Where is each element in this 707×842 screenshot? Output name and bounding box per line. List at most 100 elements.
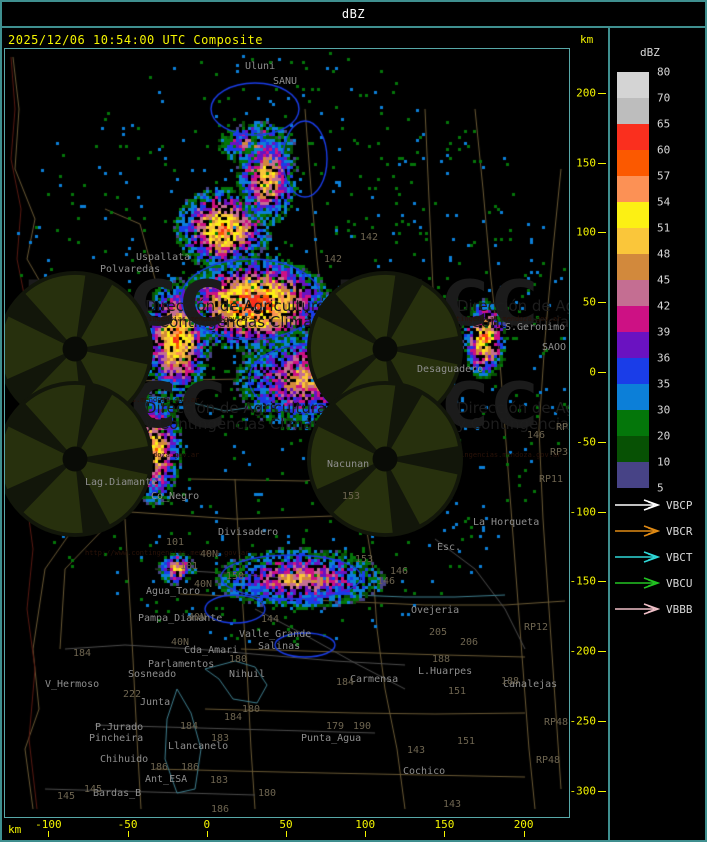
map-route-label: RP12 xyxy=(524,622,549,633)
map-route-label: RP48 xyxy=(544,717,569,728)
map-route-label: 186 xyxy=(150,762,169,773)
colorbar-swatch[interactable] xyxy=(617,124,649,150)
arrow-icon xyxy=(615,603,660,615)
timestamp-label: 2025/12/06 10:54:00 UTC Composite xyxy=(8,33,263,47)
y-axis: 200 150 100 50 0 -50 -100 -150 -200 -250 -300 xyxy=(569,48,606,818)
y-tick xyxy=(598,92,606,94)
colorbar-value-label: 36 xyxy=(657,351,671,365)
watermark-text: http://www.contingencias.mendoza.gov.ar xyxy=(397,451,562,459)
bottom-border xyxy=(0,840,707,842)
title-divider xyxy=(0,26,707,28)
map-route-label: 40N xyxy=(188,612,207,623)
y-tick xyxy=(598,651,606,653)
dacc-logo-watermark xyxy=(307,381,463,537)
map-route-label: 184 xyxy=(73,648,92,659)
y-tick xyxy=(598,162,606,164)
x-tick xyxy=(127,831,129,837)
map-route-label: 101 xyxy=(166,537,185,548)
colorbar-swatch[interactable] xyxy=(617,306,649,332)
map-place-label: Uluni xyxy=(245,61,276,72)
colorbar-swatch[interactable] xyxy=(617,72,649,98)
arrow-legend-label: VBBB xyxy=(666,602,693,616)
colorbar-swatch[interactable] xyxy=(617,332,649,358)
colorbar-value-label: 65 xyxy=(657,117,671,131)
colorbar-swatch[interactable] xyxy=(617,462,649,488)
map-route-label: 143 xyxy=(443,799,462,810)
x-tick-label: 0 xyxy=(203,818,211,831)
right-border xyxy=(705,0,707,842)
x-tick xyxy=(206,831,208,837)
colorbar-swatch[interactable] xyxy=(617,176,649,202)
map-route-label: 101 xyxy=(180,561,199,572)
map-route-label: 146 xyxy=(377,576,396,587)
colorbar-value-label: 54 xyxy=(657,195,671,209)
top-border xyxy=(0,0,707,2)
map-route-label: 180 xyxy=(229,654,248,665)
colorbar-value-label: 39 xyxy=(657,325,671,339)
map-place-label: Agua_Toro xyxy=(146,586,201,597)
map-route-label: RP11 xyxy=(539,474,564,485)
colorbar-swatch[interactable] xyxy=(617,384,649,410)
watermark-text: y Contingencias Climáticas xyxy=(457,313,570,331)
colorbar-swatch[interactable] xyxy=(617,202,649,228)
map-route-label: 40N xyxy=(194,579,213,590)
map-place-label: Esc. xyxy=(437,542,462,553)
map-route-label: 151 xyxy=(448,686,467,697)
map-route-label: 40N xyxy=(171,637,190,648)
colorbar-swatch[interactable] xyxy=(617,150,649,176)
y-tick-label: 150 xyxy=(576,156,596,169)
colorbar-swatch[interactable] xyxy=(617,280,649,306)
x-tick-label: 100 xyxy=(355,818,376,831)
map-route-label: 150 xyxy=(226,571,245,582)
x-tick-label: 50 xyxy=(279,818,293,831)
map-route-label: 188 xyxy=(501,676,520,687)
map-place-label: Pampa_Diamante xyxy=(138,613,223,624)
arrow-legend-label: VBCU xyxy=(666,576,693,590)
left-border xyxy=(0,0,2,842)
map-route-label: RP3 xyxy=(550,447,569,458)
map-route-label: 142 xyxy=(324,254,343,265)
map-place-label: Chihuido xyxy=(100,754,149,765)
colorbar-value-label: 5 xyxy=(657,481,664,495)
map-place-label: L.Huarpes xyxy=(418,666,473,677)
map-place-label: Nihuil xyxy=(229,669,266,680)
map-place-label: Sosneado xyxy=(128,669,177,680)
radar-map[interactable]: DACCDACCDACCDACCDirección de Agricultura… xyxy=(4,48,570,818)
colorbar-swatch[interactable] xyxy=(617,254,649,280)
x-tick xyxy=(286,831,287,837)
colorbar-swatch[interactable] xyxy=(617,98,649,124)
map-place-label: V_Hermoso xyxy=(45,679,100,690)
colorbar-value-label: 70 xyxy=(657,91,671,105)
y-tick-label: -250 xyxy=(569,714,597,728)
arrow-icon xyxy=(615,577,660,589)
y-tick-label: -200 xyxy=(569,644,597,658)
map-place-label: Nacunan xyxy=(327,459,370,470)
colorbar-value-label: 20 xyxy=(657,429,671,443)
y-tick xyxy=(598,721,606,723)
map-route-label: 205 xyxy=(429,627,448,638)
map-route-label: 180 xyxy=(258,788,277,799)
map-route-label: 183 xyxy=(210,775,229,786)
colorbar-swatch[interactable] xyxy=(617,228,649,254)
map-route-label: 145 xyxy=(57,791,76,802)
arrow-legend: VBCP VBCR VBCT VBCU VBBB xyxy=(614,492,706,622)
colorbar-value-label: 57 xyxy=(657,169,671,183)
map-route-label: 184 xyxy=(224,712,243,723)
map-place-label: SANU xyxy=(273,76,298,87)
watermark-text: http://www.contingencias.mendoza.gov.ar xyxy=(397,315,562,323)
x-tick-label: -50 xyxy=(117,818,138,831)
watermark-text: y Contingencias Climáticas xyxy=(457,415,570,433)
colorbar-value-label: 80 xyxy=(657,65,671,79)
map-place-label: Desaguadero xyxy=(417,364,484,375)
colorbar-swatch[interactable] xyxy=(617,436,649,462)
dbz-colorbar[interactable]: 80 70 65 60 57 54 51 48 45 42 39 36 35 30 20 10 5 xyxy=(617,66,670,495)
watermark-text: Dirección de Agricultura xyxy=(145,297,327,315)
map-place-label: Polvaredas xyxy=(100,264,161,275)
y-tick xyxy=(598,371,606,373)
map-place-label: Co_Negro xyxy=(151,491,200,502)
colorbar-swatch[interactable] xyxy=(617,358,649,384)
watermark-text: http://www.contingencias.mendoza.gov.ar xyxy=(85,315,250,323)
colorbar-swatch[interactable] xyxy=(617,410,649,436)
y-tick-label: 0 xyxy=(589,365,596,379)
colorbar-value-label: 30 xyxy=(657,403,671,417)
